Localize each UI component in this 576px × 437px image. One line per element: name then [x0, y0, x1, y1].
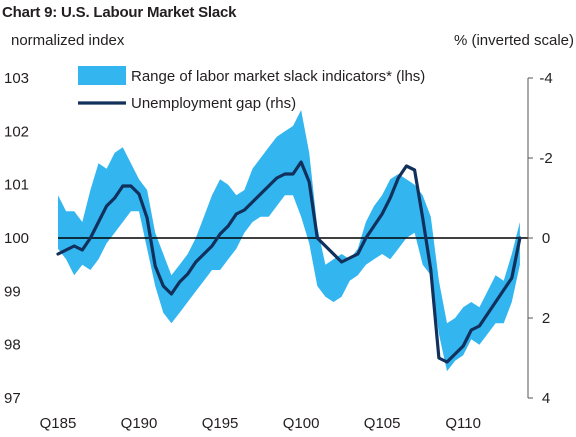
left-axis-tick-label: 100	[4, 230, 29, 247]
x-axis-tick-label: Q100	[283, 415, 320, 432]
x-axis-tick-label: Q105	[364, 415, 401, 432]
right-axis-tick-label: 0	[542, 230, 550, 247]
x-axis-tick-label: Q185	[40, 415, 77, 432]
right-axis-unit-label: % (inverted scale)	[453, 32, 574, 49]
left-axis-unit-label: normalized index	[11, 32, 125, 49]
x-axis-tick-label: Q190	[121, 415, 158, 432]
slack-indicators-range-band	[58, 110, 520, 372]
right-axis-tick-label: 4	[542, 390, 550, 407]
chart-title: Chart 9: U.S. Labour Market Slack	[2, 4, 237, 21]
legend-label-slack-range: Range of labor market slack indicators* …	[131, 68, 425, 85]
x-axis-tick-label: Q110	[445, 415, 481, 432]
right-axis-tick-label: -2	[539, 150, 552, 167]
left-axis-tick-label: 99	[4, 283, 21, 300]
x-axis-tick-label: Q195	[202, 415, 239, 432]
unemployment-gap-line	[56, 160, 522, 364]
left-axis-tick-label: 101	[4, 177, 29, 194]
legend-label-unemployment-gap: Unemployment gap (rhs)	[131, 95, 296, 112]
left-axis-tick-label: 98	[4, 337, 21, 354]
right-axis-tick-label: 2	[542, 310, 550, 327]
left-axis-tick-label: 103	[4, 70, 29, 87]
left-axis-tick-label: 102	[4, 123, 29, 140]
right-axis-tick-label: -4	[539, 70, 552, 87]
left-axis-tick-label: 97	[4, 390, 21, 407]
legend-band-swatch	[78, 66, 126, 85]
